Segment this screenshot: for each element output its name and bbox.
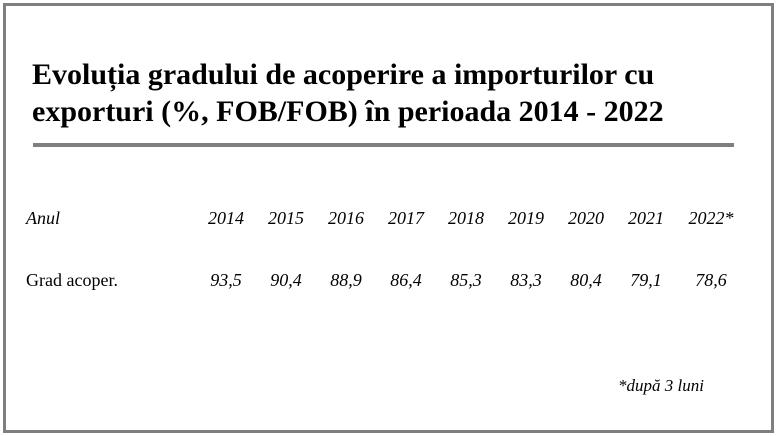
year-cell: 2021 (628, 208, 664, 228)
value-cell: 93,5 (210, 270, 242, 290)
row-label-coverage: Grad acoper. (26, 270, 118, 290)
title-line-1: Evoluția gradului de acoperire a importu… (32, 58, 655, 91)
title-divider (33, 143, 734, 147)
year-cell: 2014 (208, 208, 244, 228)
year-cell: 2019 (508, 208, 544, 228)
year-cell: 2022* (688, 208, 734, 228)
year-cell: 2020 (568, 208, 604, 228)
value-cell: 88,9 (330, 270, 362, 290)
year-cell: 2015 (268, 208, 304, 228)
year-cell: 2017 (388, 208, 424, 228)
table-header-row: Anul 2014 2015 2016 2017 2018 2019 2020 … (6, 208, 771, 232)
value-cell: 80,4 (570, 270, 602, 290)
value-cell: 79,1 (630, 270, 662, 290)
value-cell: 86,4 (390, 270, 422, 290)
value-cell: 78,6 (695, 270, 727, 290)
header-label-year: Anul (26, 208, 60, 228)
table-row: Grad acoper. 93,5 90,4 88,9 86,4 85,3 83… (6, 270, 771, 294)
value-cell: 90,4 (270, 270, 302, 290)
document-frame: Evoluția gradului de acoperire a importu… (3, 3, 774, 433)
page-title: Evoluția gradului de acoperire a importu… (32, 56, 752, 130)
year-cell: 2016 (328, 208, 364, 228)
title-line-2: exporturi (%, FOB/FOB) în perioada 2014 … (32, 95, 664, 128)
value-cell: 83,3 (510, 270, 542, 290)
value-cell: 85,3 (450, 270, 482, 290)
year-cell: 2018 (448, 208, 484, 228)
footnote: *după 3 luni (618, 376, 704, 395)
